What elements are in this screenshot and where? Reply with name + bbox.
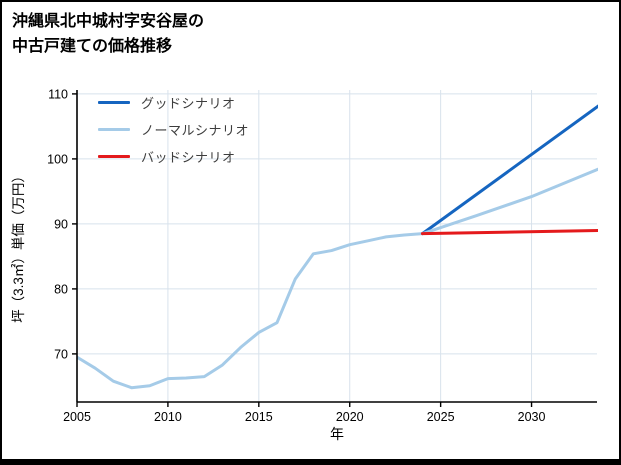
legend-item-good-scenario: グッドシナリオ	[98, 94, 249, 111]
x-axis-label: 年	[330, 426, 344, 442]
y-tick-label: 100	[47, 152, 68, 166]
y-axis-label: 坪（3.3㎡）単価（万円）	[11, 169, 26, 323]
legend-item-normal-scenario: ノーマルシナリオ	[98, 121, 249, 138]
x-tick-label: 2030	[518, 410, 546, 424]
legend-label-bad-scenario: バッドシナリオ	[141, 150, 236, 165]
series-line-history	[77, 232, 424, 390]
series-line-bad-scenario	[420, 229, 598, 236]
y-tick-label: 90	[54, 217, 68, 231]
chart-title: 沖縄県北中城村字安谷屋の 中古戸建ての価格推移	[12, 10, 204, 60]
y-tick-label: 110	[48, 87, 68, 101]
legend-label-normal-scenario: ノーマルシナリオ	[141, 123, 250, 138]
series-line-normal-scenario	[420, 167, 598, 236]
y-tick-label: 80	[54, 282, 68, 296]
bad-scenario-line-swatch	[98, 155, 130, 158]
legend-item-bad-scenario: バッドシナリオ	[98, 148, 249, 165]
x-tick-label: 2005	[63, 410, 91, 424]
x-tick-label: 2020	[336, 410, 364, 424]
good-scenario-line-swatch	[98, 101, 130, 104]
x-tick-label: 2025	[427, 410, 455, 424]
y-tick-label: 70	[54, 347, 68, 361]
normal-scenario-line-swatch	[98, 128, 130, 131]
x-tick-label: 2015	[245, 410, 273, 424]
chart-title-line1: 沖縄県北中城村字安谷屋の	[12, 13, 205, 30]
chart-legend: グッドシナリオ ノーマルシナリオ バッドシナリオ	[98, 94, 249, 165]
chart-title-line2: 中古戸建ての価格推移	[12, 37, 173, 55]
x-tick-label: 2010	[154, 410, 182, 424]
legend-label-good-scenario: グッドシナリオ	[141, 96, 236, 111]
series-line-good-scenario	[420, 104, 598, 236]
